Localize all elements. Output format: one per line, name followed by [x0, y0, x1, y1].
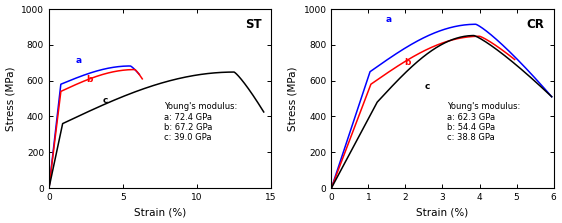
X-axis label: Strain (%): Strain (%)	[134, 207, 186, 217]
Text: c: c	[103, 96, 108, 105]
Text: a: a	[75, 56, 81, 66]
Text: b: b	[404, 58, 410, 66]
Y-axis label: Stress (MPa): Stress (MPa)	[6, 66, 16, 131]
Text: Young's modulus:
a: 72.4 GPa
b: 67.2 GPa
c: 39.0 GPa: Young's modulus: a: 72.4 GPa b: 67.2 GPa…	[165, 102, 238, 142]
Text: Young's modulus:
a: 62.3 GPa
b: 54.4 GPa
c: 38.8 GPa: Young's modulus: a: 62.3 GPa b: 54.4 GPa…	[447, 102, 520, 142]
Text: a: a	[386, 15, 392, 24]
Text: b: b	[86, 75, 92, 84]
Text: ST: ST	[246, 18, 262, 31]
Text: CR: CR	[527, 18, 545, 31]
X-axis label: Strain (%): Strain (%)	[416, 207, 469, 217]
Text: c: c	[425, 82, 430, 91]
Y-axis label: Stress (MPa): Stress (MPa)	[288, 66, 298, 131]
